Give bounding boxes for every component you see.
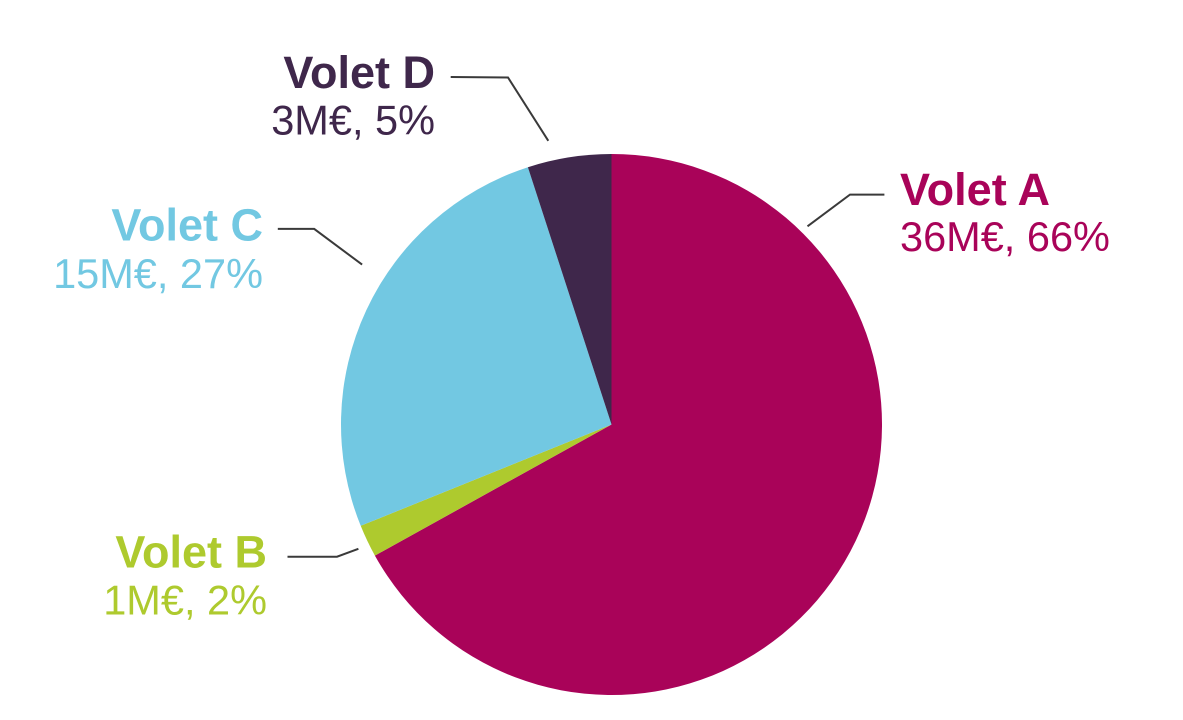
svg-text:Volet B: Volet B bbox=[115, 527, 267, 578]
svg-text:Volet A: Volet A bbox=[900, 164, 1050, 215]
svg-text:1M€, 2%: 1M€, 2% bbox=[103, 577, 267, 624]
svg-text:15M€, 27%: 15M€, 27% bbox=[53, 250, 263, 297]
svg-text:Volet C: Volet C bbox=[111, 200, 263, 251]
svg-text:36M€, 66%: 36M€, 66% bbox=[900, 213, 1110, 260]
svg-text:3M€, 5%: 3M€, 5% bbox=[271, 97, 435, 144]
svg-text:Volet D: Volet D bbox=[283, 47, 435, 98]
